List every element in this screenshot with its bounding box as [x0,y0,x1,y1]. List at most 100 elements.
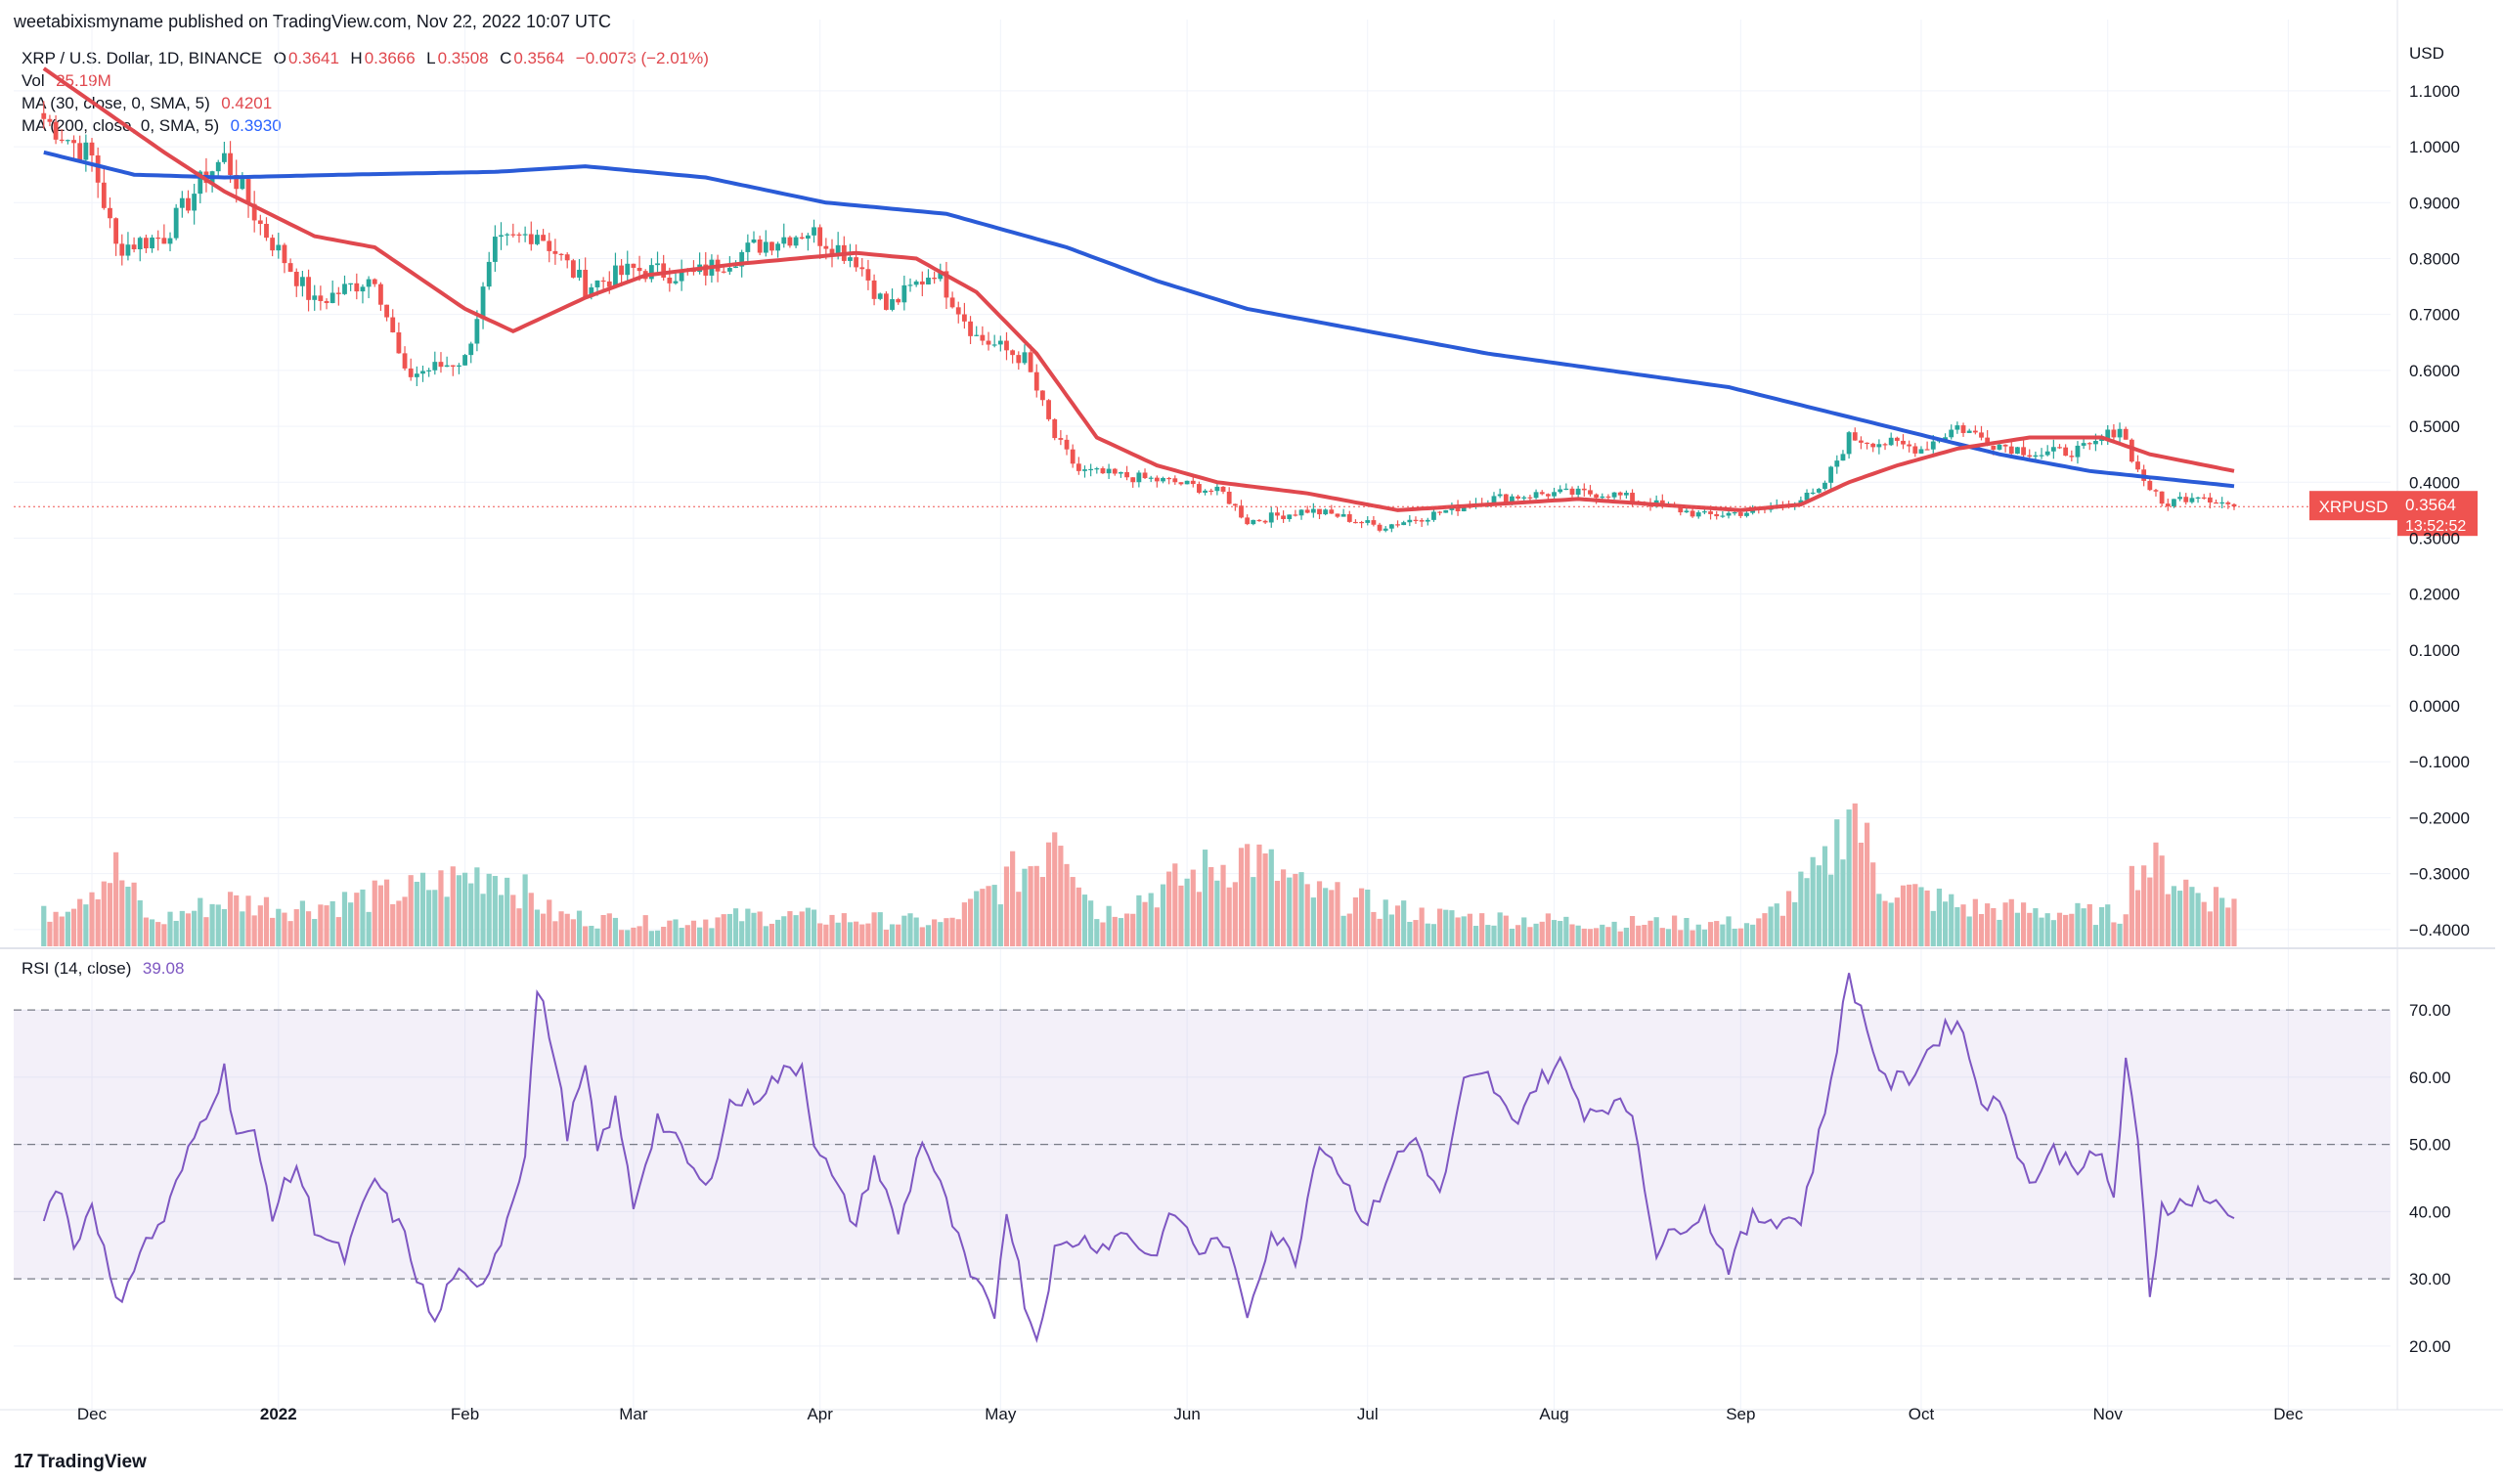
rsi-label: RSI (14, close) [22,959,132,978]
volume-bar [341,892,348,946]
volume-bar [432,890,438,946]
volume-bar [1371,911,1377,946]
volume-bar [1245,844,1251,946]
candle-body [474,319,480,344]
volume-bar [679,928,684,946]
volume-bar [1659,928,1665,946]
candle-body [228,153,233,175]
candle-body [1377,524,1383,531]
candle-body [564,254,570,261]
volume-bar [1647,920,1653,946]
candle-body [1197,484,1202,493]
volume-bar [901,915,907,946]
candle-body [926,278,931,284]
price-tick-label: 0.7000 [2409,306,2460,325]
volume-bar [2201,901,2207,946]
volume-bar [618,930,625,946]
volume-bar [1798,871,1804,946]
volume-bar [1136,895,1142,946]
candle-body [89,142,95,156]
candle-body [222,153,227,162]
candle-body [1130,477,1136,483]
volume-bar [480,894,486,946]
volume-bar [312,919,318,946]
volume-bar [1834,819,1840,946]
candle-body [673,281,679,284]
volume-bar [1497,912,1503,946]
candle-body [823,245,829,249]
volume-bar [234,895,240,946]
candle-body [1521,497,1527,499]
volume-bar [2219,897,2225,946]
volume-bar [745,908,751,946]
volume-bar [396,900,402,946]
volume-bar [1762,913,1768,946]
candle-body [53,121,59,140]
candle-body [2147,480,2153,491]
volume-bar [835,922,841,946]
price-candles [41,101,2237,533]
price-tick-label: 0.4000 [2409,473,2460,492]
candle-body [2050,447,2056,452]
candle-body [420,371,425,374]
volume-bar [2134,890,2141,946]
candle-body [552,250,558,254]
volume-bar [1238,848,1245,946]
volume-bar [932,919,938,946]
volume-bar [161,924,167,946]
candle-body [1623,493,1629,496]
candle-body [2207,497,2213,502]
candle-body [1804,493,1810,501]
volume-bar [564,913,570,946]
candle-body [1268,512,1274,523]
volume-bar [1587,929,1594,946]
volume-bar [2123,914,2129,946]
volume-bar [1629,916,1636,946]
volume-label: Vol [22,71,45,90]
volume-bar [1262,853,1268,946]
candle-body [619,265,624,276]
candle-body [462,355,467,366]
candle-body [1346,514,1352,522]
volume-bar [781,916,787,946]
candle-body [1106,468,1112,474]
candle-body [264,223,269,239]
volume-bar [1558,921,1563,946]
candle-body [1317,508,1322,515]
candle-body [919,281,925,284]
volume-bar [1623,927,1629,946]
candle-body [510,234,516,236]
x-tick-label: Apr [807,1405,833,1423]
candle-body [974,334,980,336]
volume-bar [1172,863,1178,946]
volume-bar [1045,842,1052,946]
candle-body [173,207,179,239]
volume-bar [1653,917,1659,946]
candle-body [1503,494,1509,502]
volume-bar [2147,877,2153,946]
volume-bar [673,919,679,946]
candle-body [535,235,540,244]
volume-bar [1130,913,1136,946]
volume-bar [59,916,65,946]
candle-body [155,238,161,240]
volume-bar [944,918,949,946]
candle-body [1515,496,1521,499]
candle-body [499,235,504,238]
volume-bar [1563,916,1569,946]
candle-body [1870,443,1876,448]
close-label: C [500,49,512,67]
volume-bar [1052,832,1058,946]
candle-body [1437,511,1442,513]
volume-bar [1924,890,1930,946]
volume-bar [1491,925,1497,946]
volume-bar [1160,884,1166,946]
volume-bar [287,921,293,946]
volume-bar [721,914,726,946]
candle-body [234,174,240,190]
candle-body [751,239,757,243]
candle-body [2039,455,2044,457]
candle-body [2044,451,2050,456]
volume-bar [192,910,198,946]
